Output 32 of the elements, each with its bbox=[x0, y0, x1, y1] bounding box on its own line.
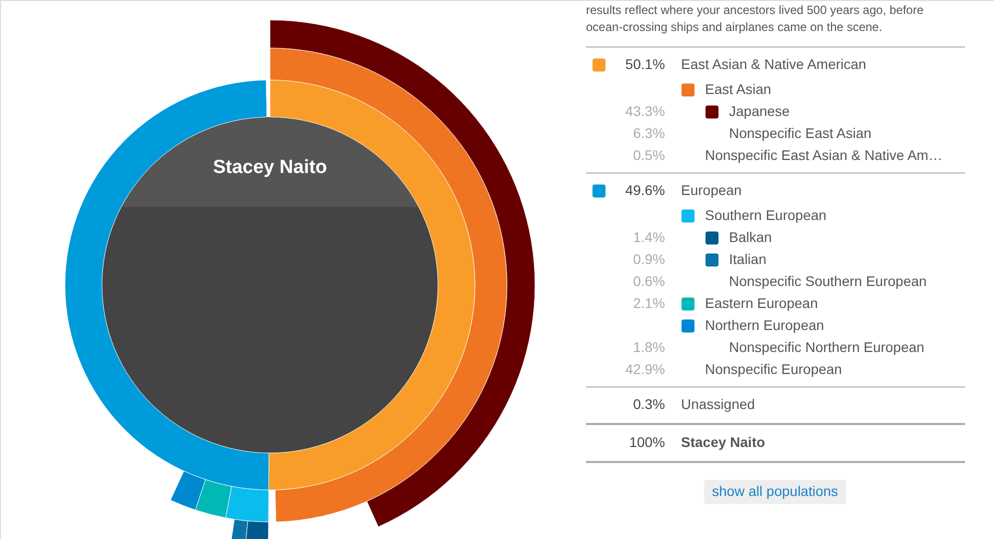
category-label: European bbox=[681, 182, 742, 198]
category-label: Eastern European bbox=[705, 295, 818, 311]
category-label: Japanese bbox=[729, 103, 790, 119]
category-label: Nonspecific East Asian bbox=[729, 125, 872, 141]
category-label: Italian bbox=[729, 251, 766, 267]
category-label: Stacey Naito bbox=[681, 434, 766, 450]
data-label: 2.1% bbox=[633, 295, 665, 311]
data-label: 0.3% bbox=[633, 396, 665, 412]
data-label: 0.9% bbox=[633, 251, 665, 267]
category-label: Nonspecific Southern European bbox=[729, 273, 927, 289]
category-label: Unassigned bbox=[681, 396, 755, 412]
data-label: 42.9% bbox=[625, 361, 665, 377]
category-label: Nonspecific European bbox=[705, 361, 842, 377]
data-label: 0.6% bbox=[633, 273, 665, 289]
text: results reflect where your ancestors lived 500 years ago, before ocean-crossing ships and airplanes came on the scene. bbox=[586, 3, 924, 34]
data-label: 50.1% bbox=[625, 56, 665, 72]
category-label: East Asian bbox=[705, 81, 772, 97]
category-label: Nonspecific East Asian & Native Am… bbox=[705, 147, 942, 163]
category-label: Northern European bbox=[705, 317, 824, 333]
category-label: East Asian & Native American bbox=[681, 56, 866, 72]
data-label: 1.4% bbox=[633, 229, 665, 245]
data-label: 6.3% bbox=[633, 125, 665, 141]
category-label: Balkan bbox=[729, 229, 772, 245]
data-label: 1.8% bbox=[633, 339, 665, 355]
data-label: 100% bbox=[629, 434, 665, 450]
text: Stacey Naito bbox=[212, 157, 328, 178]
data-label: 0.5% bbox=[633, 147, 665, 163]
text: show all populations bbox=[712, 483, 838, 499]
data-label: 43.3% bbox=[625, 103, 665, 119]
category-label: Nonspecific Northern European bbox=[729, 339, 924, 355]
category-label: Southern European bbox=[705, 207, 826, 223]
data-label: 49.6% bbox=[625, 182, 665, 198]
